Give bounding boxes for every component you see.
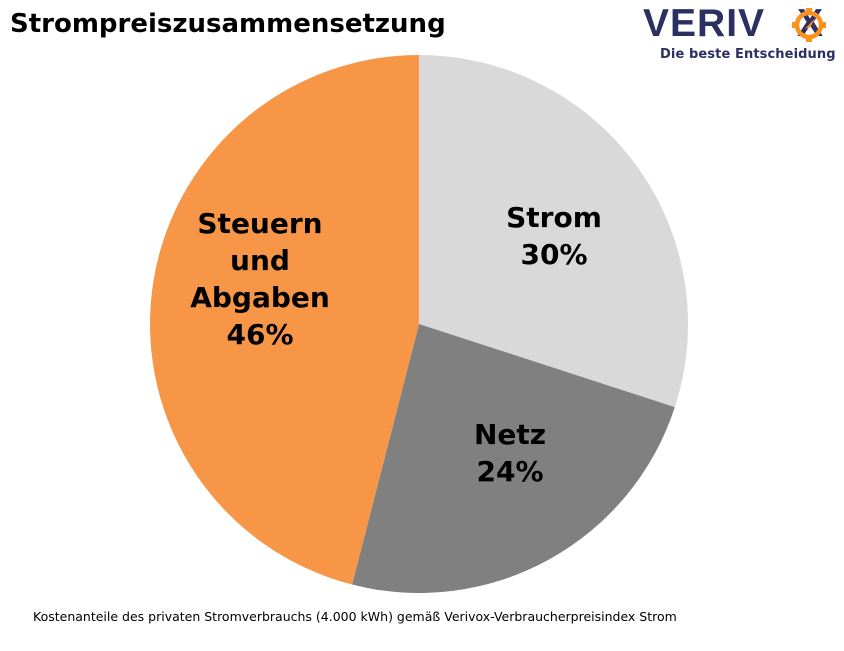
chart-title: Strompreiszusammensetzung (10, 9, 446, 39)
logo-text-left: VERIV (643, 2, 766, 45)
slice-label-netz: Netz 24% (474, 416, 546, 490)
slice-strom (419, 55, 689, 408)
label-value: 46% (226, 318, 294, 351)
logo-tagline: Die beste Entscheidung (660, 47, 836, 62)
slice-netz (352, 324, 675, 594)
label-value: 30% (520, 238, 588, 271)
label-name-3: Abgaben (190, 281, 330, 314)
label-value: 24% (476, 455, 544, 488)
chart-footnote: Kostenanteile des privaten Stromverbrauc… (33, 609, 677, 624)
slice-label-steuern-und-abgaben: Steuern und Abgaben 46% (190, 205, 330, 353)
label-name: Netz (473, 418, 547, 451)
label-name: Strom (506, 201, 602, 234)
label-name-2: und (230, 244, 290, 277)
compass-icon (792, 8, 826, 42)
verivox-logo: VERIVX Die beste Entscheidung (643, 4, 843, 66)
slice-label-strom: Strom 30% (506, 199, 602, 273)
logo-wordmark: VERIVX (643, 4, 824, 44)
label-name: Steuern (197, 207, 323, 240)
slice-steuern-und-abgaben (149, 54, 419, 585)
